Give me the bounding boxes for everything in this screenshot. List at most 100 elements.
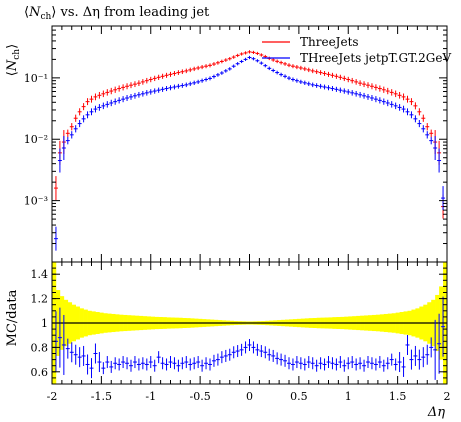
series-1-point-15	[113, 98, 118, 105]
series-1-point-34	[188, 81, 193, 87]
x-tick-label-0: -2	[47, 390, 58, 403]
ratio-points-group	[52, 296, 447, 380]
ratio-point-66	[314, 359, 319, 372]
series-1-point-54	[267, 66, 272, 71]
ratio-point-23	[144, 358, 149, 371]
series-0-point-80	[369, 83, 374, 90]
x-tick-label-8: 2	[444, 390, 451, 403]
ratio-point-42	[219, 351, 224, 364]
series-0-point-13	[105, 89, 110, 96]
ratio-point-76	[354, 358, 359, 371]
series-0-point-61	[294, 64, 299, 70]
series-1-point-7	[81, 115, 86, 123]
series-1-point-66	[314, 83, 319, 88]
series-0-point-28	[164, 72, 169, 78]
series-0-point-11	[97, 91, 102, 99]
series-1-point-23	[144, 90, 149, 96]
series-1-point-19	[129, 93, 133, 100]
ratio-point-73	[342, 359, 347, 372]
ratio-point-16	[117, 358, 122, 371]
series-1-point-28	[164, 86, 169, 92]
ratio-point-27	[160, 357, 165, 370]
series-0-point-86	[393, 90, 398, 98]
series-1-point-5	[73, 125, 78, 133]
series-0-point-34	[188, 67, 193, 73]
ratio-point-48	[243, 341, 248, 354]
series-0-point-69	[326, 71, 331, 77]
series-1-point-82	[377, 97, 382, 104]
ratio-point-80	[369, 357, 374, 370]
series-0-point-47	[239, 52, 244, 56]
series-0-point-67	[318, 70, 323, 75]
ratio-point-61	[294, 356, 299, 369]
series-1-point-58	[283, 74, 288, 79]
ratio-point-54	[267, 348, 272, 361]
series-0-point-51	[255, 51, 260, 56]
series-0-point-89	[405, 95, 410, 103]
ratio-point-60	[290, 358, 295, 371]
series-1-point-45	[231, 64, 236, 68]
series-0-point-22	[140, 79, 145, 85]
series-0-point-10	[93, 93, 98, 101]
ratio-point-92	[417, 349, 422, 370]
ratio-point-37	[200, 359, 205, 372]
series-1-point-95	[429, 136, 434, 145]
ratio-point-75	[350, 356, 355, 369]
series-1-point-59	[287, 76, 291, 81]
ratio-axis-label: MC/data	[5, 289, 20, 346]
series-1-point-10	[93, 105, 98, 113]
series-0-point-29	[168, 71, 173, 77]
ratio-point-87	[397, 352, 402, 373]
series-0-point-49	[247, 50, 252, 54]
ratio-point-39	[208, 358, 212, 371]
series-1-point-30	[172, 84, 177, 90]
series-1-point-90	[409, 111, 414, 119]
ratio-tick-label-1: 0.8	[31, 341, 49, 354]
series-1-point-80	[369, 95, 374, 101]
series-0-point-37	[200, 64, 205, 70]
series-0-point-3	[65, 129, 70, 138]
series-0-point-59	[287, 63, 291, 68]
series-1-point-55	[271, 68, 276, 73]
ratio-point-10	[93, 343, 98, 364]
series-0-point-79	[366, 82, 370, 89]
series-0-point-63	[302, 66, 307, 72]
series-0-point-68	[322, 71, 327, 76]
x-tick-label-1: -1.5	[91, 390, 112, 403]
series-1-point-41	[215, 72, 220, 77]
ratio-point-17	[121, 356, 126, 369]
series-0-point-9	[89, 95, 94, 103]
series-0-point-70	[330, 72, 335, 78]
series-0-point-74	[346, 76, 351, 83]
series-1-point-36	[196, 79, 201, 85]
series-1-point-38	[204, 77, 209, 82]
series-1-point-21	[136, 91, 141, 98]
x-axis-label: Δη	[427, 405, 445, 420]
ratio-point-9	[89, 358, 94, 379]
series-0-point-20	[132, 81, 137, 88]
y-tick-label-0: 10⁻³	[24, 195, 48, 208]
series-1-point-62	[298, 79, 303, 85]
series-0-point-25	[152, 75, 157, 82]
series-1-point-96	[433, 136, 438, 160]
ratio-tick-label-3: 1.2	[31, 293, 49, 306]
series-0-point-58	[283, 61, 288, 66]
series-0-point-95	[429, 129, 434, 138]
series-0-point-77	[358, 80, 363, 86]
series-0-point-48	[243, 51, 248, 55]
ratio-point-36	[196, 356, 201, 369]
y-tick-label-1: 10⁻²	[24, 133, 48, 146]
series-0-point-31	[176, 70, 181, 75]
ratio-point-28	[164, 358, 169, 371]
ratio-point-49	[247, 338, 252, 351]
series-0-point-87	[397, 91, 402, 99]
series-0-point-4	[69, 123, 74, 131]
ratio-point-21	[136, 358, 141, 371]
series-1-point-85	[389, 101, 394, 108]
series-1-point-69	[326, 85, 331, 91]
ratio-point-65	[310, 357, 315, 370]
ratio-point-40	[211, 354, 216, 367]
x-tick-label-7: 1.5	[389, 390, 407, 403]
ratio-point-14	[109, 360, 114, 373]
series-1-point-42	[219, 71, 224, 75]
